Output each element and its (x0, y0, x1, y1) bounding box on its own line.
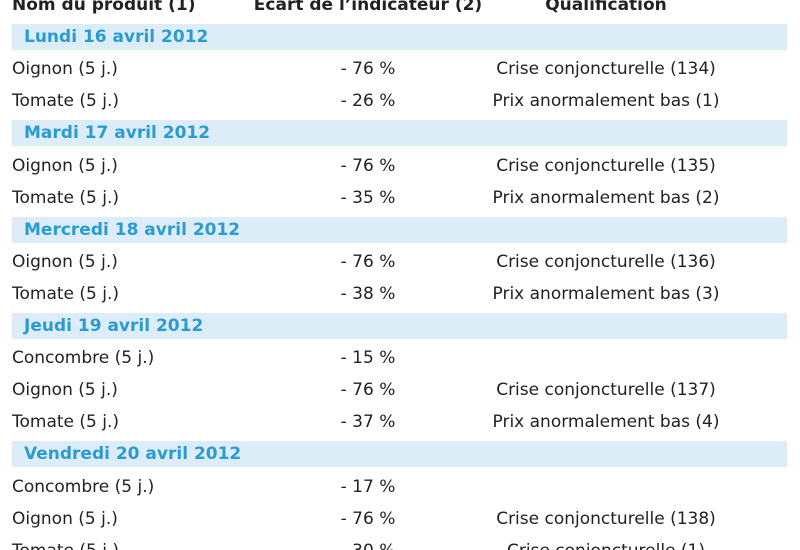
indicator-gap: - 76 % (340, 251, 396, 272)
date-label: Mercredi 18 avril 2012 (24, 219, 241, 240)
date-band (12, 313, 787, 339)
product-name: Oignon (5 j.) (12, 59, 118, 80)
column-header: Écart de l’indicateur (2) (253, 0, 483, 15)
date-label: Mardi 17 avril 2012 (24, 123, 211, 144)
qualification: Crise conjoncturelle (1) (507, 541, 705, 550)
product-name: Oignon (5 j.) (12, 155, 118, 176)
date-band (12, 441, 787, 468)
date-band (12, 24, 787, 51)
indicator-gap: - 26 % (340, 91, 396, 112)
qualification: Crise conjoncturelle (138) (496, 508, 716, 529)
product-name: Tomate (5 j.) (12, 541, 119, 550)
qualification: Crise conjoncturelle (134) (496, 59, 716, 80)
product-name: Oignon (5 j.) (12, 508, 118, 529)
indicator-gap: - 37 % (340, 412, 396, 433)
product-name: Oignon (5 j.) (12, 251, 118, 272)
date-band (12, 216, 787, 243)
date-label: Lundi 16 avril 2012 (24, 27, 209, 48)
product-name: Tomate (5 j.) (12, 91, 120, 112)
qualification: Prix anormalement bas (3) (492, 283, 720, 304)
column-header: Qualification (545, 0, 667, 15)
product-name: Tomate (5 j.) (12, 187, 120, 208)
qualification: Crise conjoncturelle (136) (496, 251, 716, 272)
product-name: Concombre (5 j.) (12, 476, 155, 497)
indicator-gap: - 35 % (340, 187, 396, 208)
qualification: Prix anormalement bas (2) (492, 187, 720, 208)
indicator-gap: - 76 % (340, 155, 396, 176)
indicator-gap: - 15 % (340, 348, 396, 369)
product-name: Tomate (5 j.) (12, 412, 120, 433)
qualification: Prix anormalement bas (1) (492, 91, 720, 112)
indicator-gap: - 76 % (340, 380, 396, 401)
date-label: Jeudi 19 avril 2012 (24, 316, 204, 336)
product-name: Tomate (5 j.) (12, 283, 120, 304)
indicator-gap: - 76 % (340, 508, 396, 529)
qualification: Crise conjoncturelle (135) (496, 155, 716, 176)
product-name: Concombre (5 j.) (12, 348, 155, 369)
indicator-gap: - 76 % (340, 59, 396, 80)
qualification: Crise conjoncturelle (137) (496, 380, 716, 401)
indicator-gap: - 17 % (340, 476, 396, 497)
indicator-gap: - 38 % (340, 283, 396, 304)
indicator-gap: - 30 % (341, 541, 396, 550)
qualification: Prix anormalement bas (4) (492, 412, 720, 433)
product-name: Oignon (5 j.) (12, 380, 118, 401)
column-header: Nom du produit (1) (12, 0, 196, 15)
date-label: Vendredi 20 avril 2012 (24, 444, 242, 465)
date-band (12, 120, 787, 147)
